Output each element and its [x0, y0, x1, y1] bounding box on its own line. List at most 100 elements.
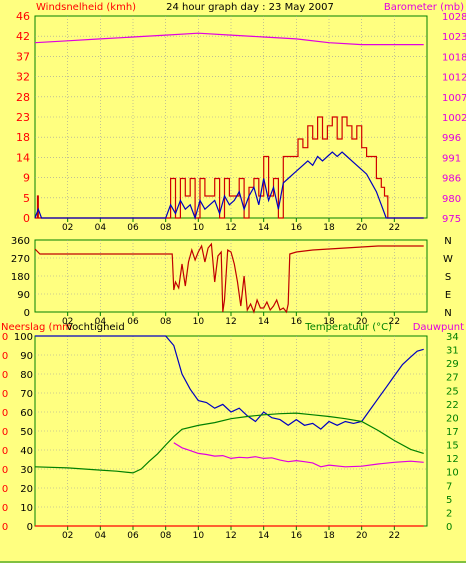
- rain-tick-label: 0: [2, 370, 8, 381]
- x-tick-label: 10: [193, 223, 205, 233]
- humidity-tick-label: 10: [20, 503, 33, 514]
- x-tick-label: 10: [193, 317, 205, 327]
- humidity-tick-label: 80: [20, 370, 33, 381]
- rain-tick-label: 0: [2, 465, 8, 476]
- series-wind-direction: [34, 242, 424, 314]
- temperature-tick-label: 34: [446, 332, 459, 343]
- x-tick-label: 22: [389, 223, 400, 233]
- x-tick-label: 20: [356, 317, 368, 327]
- barometer-tick-label: 1023: [442, 32, 466, 43]
- barometer-tick-label: 991: [442, 153, 461, 164]
- barometer-tick-label: 996: [442, 133, 461, 144]
- rain-tick-label: 0: [2, 389, 8, 400]
- temperature-tick-label: 5: [446, 495, 452, 506]
- x-tick-label: 18: [323, 223, 335, 233]
- x-tick-label: 06: [127, 223, 139, 233]
- x-tick-label: 02: [62, 223, 73, 233]
- temperature-tick-label: 22: [446, 400, 459, 411]
- rain-tick-label: 0: [2, 446, 8, 457]
- wind-tick-label: 23: [16, 111, 30, 124]
- rain-tick-label: 0: [2, 427, 8, 438]
- wind-tick-label: 5: [23, 192, 30, 205]
- x-tick-label: 04: [95, 531, 107, 541]
- x-tick-label: 12: [225, 317, 236, 327]
- x-tick-label: 06: [127, 317, 139, 327]
- x-tick-label: 12: [225, 531, 236, 541]
- x-tick-label: 18: [323, 317, 335, 327]
- temperature-tick-label: 25: [446, 386, 459, 397]
- temperature-tick-label: 17: [446, 427, 459, 438]
- x-tick-label: 18: [323, 531, 335, 541]
- x-tick-label: 16: [291, 531, 303, 541]
- x-tick-label: 08: [160, 531, 172, 541]
- wind-tick-label: 42: [16, 30, 30, 43]
- wind-barometer-panel: 0591418232832374246975980986991996100210…: [16, 10, 466, 233]
- humidity-tick-label: 40: [20, 446, 33, 457]
- x-tick-label: 16: [291, 317, 303, 327]
- wind-tick-label: 46: [16, 10, 30, 23]
- wind-tick-label: 0: [23, 212, 30, 225]
- rain-tick-label: 0: [2, 484, 8, 495]
- barometer-tick-label: 980: [442, 194, 461, 205]
- humidity-tick-label: 60: [20, 408, 33, 419]
- barometer-tick-label: 1018: [442, 52, 466, 63]
- x-tick-label: 20: [356, 531, 368, 541]
- rain-axis-label: Neerslag (mm: [1, 322, 72, 333]
- temperature-tick-label: 2: [446, 508, 452, 519]
- compass-tick-label: N: [444, 236, 451, 247]
- temperature-tick-label: 10: [446, 468, 459, 479]
- rain-tick-label: 0: [2, 503, 8, 514]
- series-temperature: [34, 412, 424, 474]
- rain-humidity-temperature-panel: 0000000000001020304050607080901000257101…: [2, 332, 459, 541]
- series-wind-avg: [34, 151, 424, 220]
- x-tick-label: 04: [95, 223, 107, 233]
- humidity-tick-label: 50: [20, 427, 33, 438]
- x-tick-label: 20: [356, 223, 368, 233]
- compass-tick-label: W: [443, 254, 453, 265]
- temperature-tick-label: 12: [446, 454, 459, 465]
- wind-tick-label: 18: [16, 131, 30, 144]
- x-tick-label: 08: [160, 317, 172, 327]
- series-humidity: [35, 335, 424, 430]
- x-tick-label: 04: [95, 317, 107, 327]
- temperature-tick-label: 15: [446, 441, 459, 452]
- direction-tick-label: 0: [24, 308, 30, 319]
- barometer-tick-label: 1012: [442, 73, 466, 84]
- compass-tick-label: N: [444, 308, 451, 319]
- x-tick-label: 02: [62, 531, 73, 541]
- compass-tick-label: E: [445, 290, 451, 301]
- temperature-tick-label: 27: [446, 373, 459, 384]
- temperature-tick-label: 7: [446, 481, 452, 492]
- barometer-axis-label: Barometer (mb): [384, 2, 464, 13]
- wind-tick-label: 32: [16, 71, 30, 84]
- humidity-tick-label: 100: [14, 332, 33, 343]
- humidity-axis-label: Vochtigheid: [66, 322, 125, 333]
- x-tick-label: 02: [62, 317, 73, 327]
- series-wind-gust: [35, 116, 424, 219]
- compass-tick-label: S: [445, 272, 451, 283]
- temperature-axis-label: Temperatuur (°C): [304, 322, 392, 333]
- temperature-tick-label: 29: [446, 359, 459, 370]
- x-tick-label: 06: [127, 531, 139, 541]
- rain-tick-label: 0: [2, 351, 8, 362]
- direction-tick-label: 270: [11, 254, 30, 265]
- series-dewpoint: [173, 442, 424, 468]
- barometer-tick-label: 986: [442, 174, 461, 185]
- x-tick-label: 12: [225, 223, 236, 233]
- temperature-tick-label: 31: [446, 346, 459, 357]
- barometer-tick-label: 1007: [442, 93, 466, 104]
- barometer-tick-label: 975: [442, 214, 461, 225]
- chart-title: 24 hour graph day : 23 May 2007: [166, 2, 334, 13]
- x-tick-label: 14: [258, 317, 270, 327]
- x-tick-label: 10: [193, 531, 205, 541]
- x-tick-label: 14: [258, 223, 270, 233]
- direction-tick-label: 90: [17, 290, 30, 301]
- humidity-tick-label: 30: [20, 465, 33, 476]
- wind-axis-label: Windsnelheid (kmh): [36, 2, 136, 13]
- rain-tick-label: 0: [2, 522, 8, 533]
- barometer-tick-label: 1028: [442, 12, 466, 23]
- humidity-tick-label: 0: [27, 522, 33, 533]
- humidity-tick-label: 90: [20, 351, 33, 362]
